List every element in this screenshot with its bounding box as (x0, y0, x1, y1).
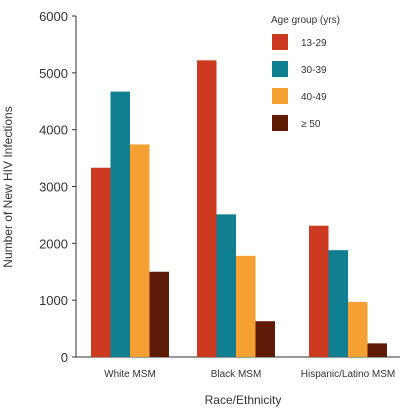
bar-hispanic-latino-msm-3 (367, 343, 387, 357)
x-category-label: Black MSM (211, 369, 262, 380)
x-category-label: Hispanic/Latino MSM (301, 369, 395, 380)
y-tick-label: 2000 (39, 236, 68, 251)
y-tick-label: 0 (61, 350, 68, 365)
legend-label: 30-39 (301, 65, 327, 76)
y-tick-label: 3000 (39, 180, 68, 195)
bar-black-msm-1 (216, 214, 236, 357)
bar-white-msm-2 (130, 144, 150, 357)
y-tick-label: 6000 (39, 9, 68, 24)
y-axis-title: Number of New HIV Infections (1, 106, 15, 267)
y-tick-label: 4000 (39, 123, 68, 138)
legend-title: Age group (yrs) (271, 15, 340, 26)
x-category-label: White MSM (104, 369, 156, 380)
bar-white-msm-3 (149, 271, 169, 357)
legend-swatch (272, 61, 288, 77)
y-tick-label: 5000 (39, 66, 68, 81)
bar-white-msm-1 (110, 91, 130, 358)
legend-label: 40-49 (301, 92, 327, 103)
bar-black-msm-3 (255, 321, 275, 357)
y-tick-label: 1000 (39, 293, 68, 308)
legend: Age group (yrs) 13-29 30-39 40-49 ≥ 50 (271, 15, 340, 131)
legend-swatch (272, 115, 288, 131)
bars (91, 60, 387, 358)
y-ticks: 0 1000 2000 3000 4000 5000 6000 (39, 9, 76, 365)
legend-swatch (272, 34, 288, 50)
legend-swatch (272, 88, 288, 104)
bar-black-msm-0 (197, 60, 217, 358)
x-axis-title: Race/Ethnicity (205, 393, 282, 407)
bar-white-msm-0 (91, 167, 111, 357)
bar-black-msm-2 (236, 255, 256, 357)
legend-label: 13-29 (301, 38, 327, 49)
bar-hispanic-latino-msm-2 (348, 301, 368, 357)
bar-hispanic-latino-msm-1 (328, 250, 348, 357)
x-category-labels: White MSM Black MSM Hispanic/Latino MSM (104, 369, 395, 380)
bar-hispanic-latino-msm-0 (309, 225, 329, 357)
legend-label: ≥ 50 (301, 119, 321, 130)
